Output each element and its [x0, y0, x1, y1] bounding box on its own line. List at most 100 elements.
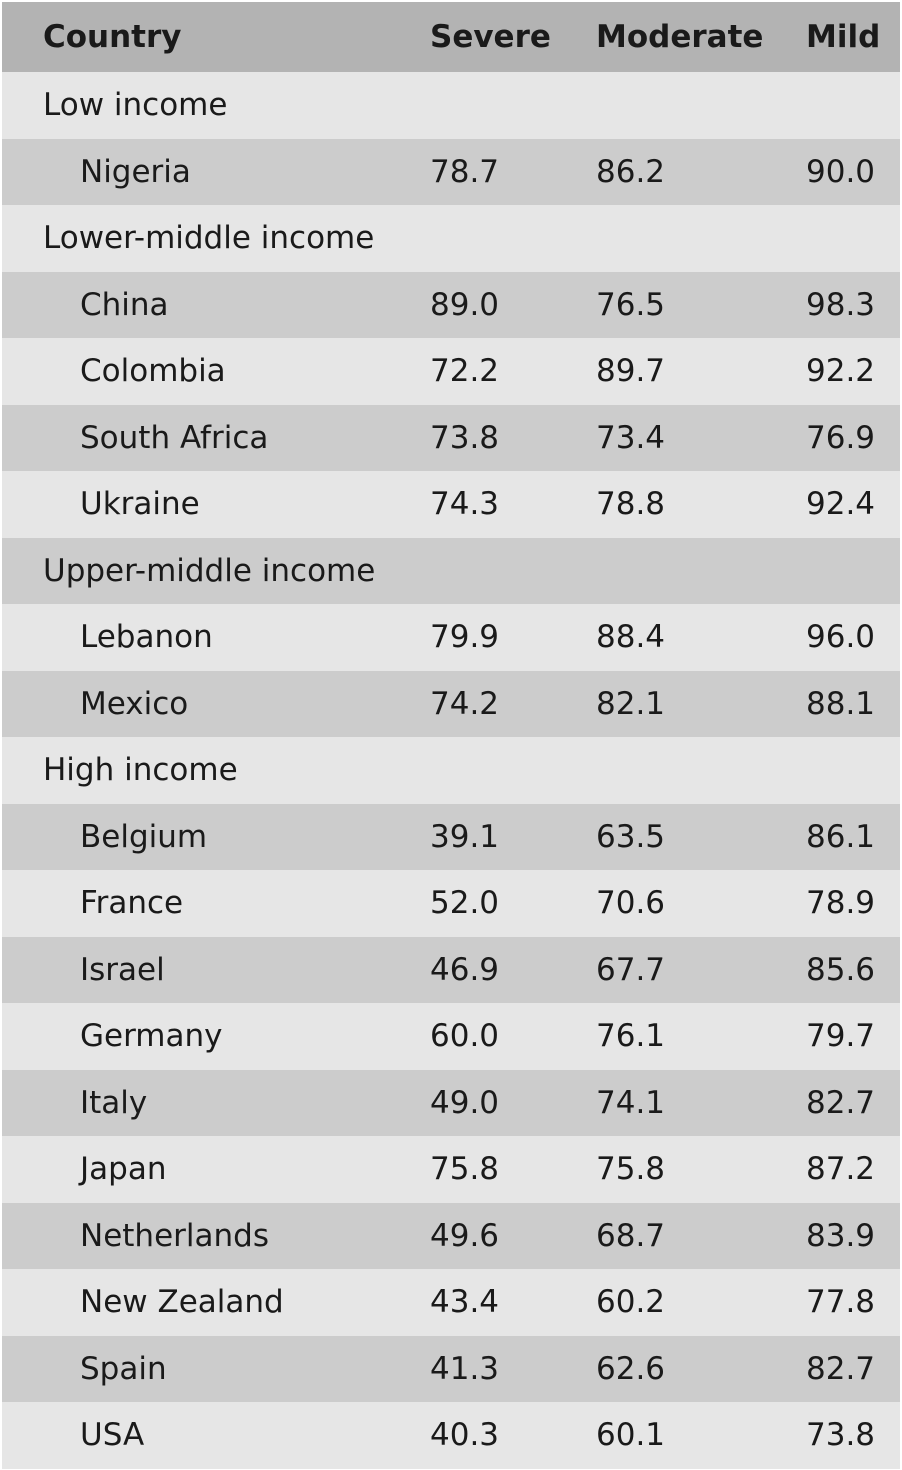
mild-cell: 73.8 — [806, 1417, 876, 1454]
mild-cell: 98.3 — [806, 286, 876, 323]
severe-cell: 52.0 — [430, 885, 500, 922]
table-row: South Africa 73.8 73.4 76.9 — [2, 404, 900, 471]
table-row: Italy 49.0 74.1 82.7 — [2, 1069, 900, 1136]
table-row: France 52.0 70.6 78.9 — [2, 870, 900, 937]
moderate-cell: 73.4 — [596, 419, 666, 456]
moderate-cell: 82.1 — [596, 685, 666, 722]
mild-cell: 90.0 — [806, 153, 876, 190]
header-severe: Severe — [430, 19, 551, 55]
country-cell: Netherlands — [80, 1217, 269, 1254]
severe-cell: 74.3 — [430, 486, 500, 523]
income-group-label: High income — [43, 752, 238, 789]
moderate-cell: 63.5 — [596, 818, 666, 855]
moderate-cell: 75.8 — [596, 1151, 666, 1188]
severe-cell: 39.1 — [430, 818, 500, 855]
severe-cell: 43.4 — [430, 1284, 500, 1321]
mild-cell: 88.1 — [806, 685, 876, 722]
mild-cell: 79.7 — [806, 1018, 876, 1055]
country-cell: USA — [80, 1417, 145, 1454]
table-row: Netherlands 49.6 68.7 83.9 — [2, 1202, 900, 1269]
severe-cell: 89.0 — [430, 286, 500, 323]
table-row: Japan 75.8 75.8 87.2 — [2, 1136, 900, 1203]
moderate-cell: 78.8 — [596, 486, 666, 523]
severe-cell: 46.9 — [430, 951, 500, 988]
severe-cell: 40.3 — [430, 1417, 500, 1454]
moderate-cell: 89.7 — [596, 353, 666, 390]
table-header-row: Country Severe Moderate Mild — [2, 2, 900, 72]
table-row: Mexico 74.2 82.1 88.1 — [2, 670, 900, 737]
mild-cell: 82.7 — [806, 1084, 876, 1121]
moderate-cell: 88.4 — [596, 619, 666, 656]
country-cell: Nigeria — [80, 153, 191, 190]
mild-cell: 87.2 — [806, 1151, 876, 1188]
income-group-label: Upper-middle income — [43, 552, 376, 589]
header-country: Country — [43, 19, 182, 55]
mild-cell: 85.6 — [806, 951, 876, 988]
moderate-cell: 68.7 — [596, 1217, 666, 1254]
moderate-cell: 76.1 — [596, 1018, 666, 1055]
severe-cell: 72.2 — [430, 353, 500, 390]
country-cell: Germany — [80, 1018, 223, 1055]
income-group-label: Low income — [43, 87, 228, 124]
moderate-cell: 70.6 — [596, 885, 666, 922]
group-row: Upper-middle income — [2, 537, 900, 604]
table-row: USA 40.3 60.1 73.8 — [2, 1402, 900, 1469]
severe-cell: 49.6 — [430, 1217, 500, 1254]
group-row: High income — [2, 737, 900, 804]
country-cell: Mexico — [80, 685, 189, 722]
severe-cell: 74.2 — [430, 685, 500, 722]
table-row: Nigeria 78.7 86.2 90.0 — [2, 138, 900, 205]
country-cell: Japan — [80, 1151, 167, 1188]
country-cell: South Africa — [80, 419, 269, 456]
mild-cell: 86.1 — [806, 818, 876, 855]
mild-cell: 83.9 — [806, 1217, 876, 1254]
table-row: Colombia 72.2 89.7 92.2 — [2, 338, 900, 405]
mild-cell: 92.4 — [806, 486, 876, 523]
mild-cell: 82.7 — [806, 1350, 876, 1387]
moderate-cell: 62.6 — [596, 1350, 666, 1387]
severe-cell: 49.0 — [430, 1084, 500, 1121]
table-row: China 89.0 76.5 98.3 — [2, 271, 900, 338]
severe-cell: 78.7 — [430, 153, 500, 190]
severe-cell: 41.3 — [430, 1350, 500, 1387]
mild-cell: 92.2 — [806, 353, 876, 390]
header-moderate: Moderate — [596, 19, 764, 55]
severe-cell: 60.0 — [430, 1018, 500, 1055]
country-cell: Belgium — [80, 818, 208, 855]
severe-cell: 75.8 — [430, 1151, 500, 1188]
table-row: Belgium 39.1 63.5 86.1 — [2, 803, 900, 870]
country-cell: New Zealand — [80, 1284, 284, 1321]
mild-cell: 78.9 — [806, 885, 876, 922]
moderate-cell: 60.2 — [596, 1284, 666, 1321]
country-cell: Lebanon — [80, 619, 213, 656]
moderate-cell: 67.7 — [596, 951, 666, 988]
table-row: Spain 41.3 62.6 82.7 — [2, 1335, 900, 1402]
moderate-cell: 86.2 — [596, 153, 666, 190]
country-cell: France — [80, 885, 184, 922]
mild-cell: 96.0 — [806, 619, 876, 656]
country-cell: Ukraine — [80, 486, 200, 523]
moderate-cell: 60.1 — [596, 1417, 666, 1454]
country-cell: Israel — [80, 951, 165, 988]
income-group-label: Lower-middle income — [43, 220, 375, 257]
severe-cell: 79.9 — [430, 619, 500, 656]
country-cell: Colombia — [80, 353, 226, 390]
mild-cell: 77.8 — [806, 1284, 876, 1321]
header-mild: Mild — [806, 19, 881, 55]
mild-cell: 76.9 — [806, 419, 876, 456]
group-row: Low income — [2, 72, 900, 139]
country-cell: Italy — [80, 1084, 148, 1121]
moderate-cell: 76.5 — [596, 286, 666, 323]
table-row: Germany 60.0 76.1 79.7 — [2, 1003, 900, 1070]
table-row: Israel 46.9 67.7 85.6 — [2, 936, 900, 1003]
severe-cell: 73.8 — [430, 419, 500, 456]
group-row: Lower-middle income — [2, 205, 900, 272]
table-row: New Zealand 43.4 60.2 77.8 — [2, 1269, 900, 1336]
moderate-cell: 74.1 — [596, 1084, 666, 1121]
table-row: Ukraine 74.3 78.8 92.4 — [2, 471, 900, 538]
table-row: Lebanon 79.9 88.4 96.0 — [2, 604, 900, 671]
table-body: Low income Nigeria 78.7 86.2 90.0 Lower-middl… — [2, 72, 900, 1469]
country-cell: China — [80, 286, 169, 323]
country-cell: Spain — [80, 1350, 167, 1387]
